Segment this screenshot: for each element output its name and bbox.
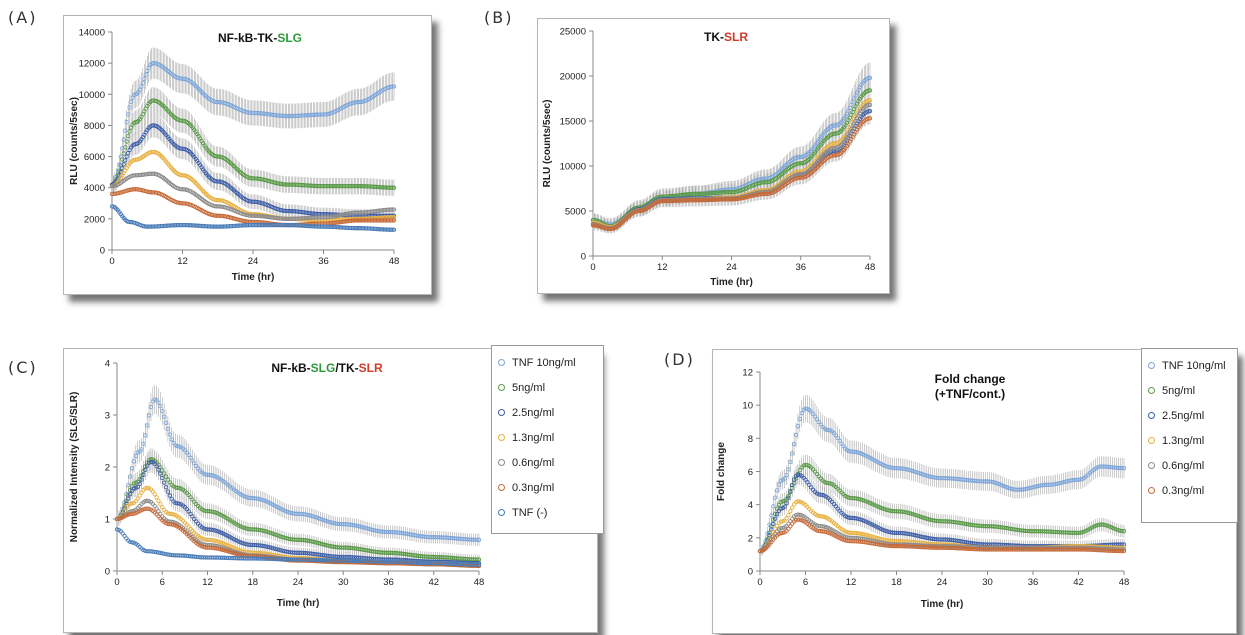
y-axis-title: RLU (counts/5sec): [69, 97, 80, 185]
y-tick-label: 3: [105, 411, 110, 422]
y-axis-title: RLU (counts/5sec): [542, 100, 553, 188]
x-tick-label: 0: [109, 256, 114, 267]
error-bars-a: [112, 48, 394, 223]
y-tick-label: 4: [105, 359, 110, 370]
x-tick-label: 48: [474, 577, 485, 588]
x-tick-label: 36: [318, 256, 329, 267]
y-tick-label: 20000: [560, 72, 586, 83]
chart-panel-a: 0 12 24 36 48 0 2000 4000 6000 8000 10000 12000 1400…: [63, 15, 432, 295]
chart-b-svg: 0 12 24 36 48 0 5000 10000 15000 20000 25000 Time (…: [538, 19, 891, 295]
y-tick-label: 4000: [84, 183, 105, 194]
y-axis-title: Normalized Intensity (SLG/SLR): [69, 392, 80, 543]
x-tick-label: 12: [657, 262, 668, 273]
x-tick-label: 30: [338, 577, 349, 588]
x-tick-label: 36: [795, 262, 806, 273]
y-tick-label: 10000: [79, 90, 105, 101]
chart-a-svg: 0 12 24 36 48 0 2000 4000 6000 8000 10000 12000 1400…: [64, 16, 433, 296]
panel-label-c: (C): [8, 358, 38, 377]
y-tick-label: 0: [100, 246, 105, 257]
y-tick-label: 25000: [560, 27, 586, 38]
x-tick-label: 12: [202, 577, 213, 588]
x-axis-title: Time (hr): [232, 272, 275, 283]
x-axis-title: Time (hr): [277, 598, 320, 609]
y-tick-label: 0: [105, 567, 110, 578]
x-tick-label: 24: [726, 262, 737, 273]
y-tick-label: 10000: [560, 162, 586, 173]
panel-label-b: (B): [484, 8, 513, 27]
y-tick-label: 14000: [79, 28, 105, 39]
y-tick-label: 6000: [84, 152, 105, 163]
x-tick-label: 24: [248, 256, 259, 267]
x-tick-label: 24: [293, 577, 304, 588]
data-point: [157, 499, 160, 502]
chart-title: NF-kB-TK-SLG: [218, 31, 302, 45]
x-tick-label: 48: [865, 262, 876, 273]
y-tick-label: 0: [581, 252, 586, 263]
chart-panel-b: 0 12 24 36 48 0 5000 10000 15000 20000 25000 Time (…: [537, 18, 890, 294]
y-tick-label: 2000: [84, 214, 105, 225]
x-tick-label: 36: [383, 577, 394, 588]
chart-title: TK-SLR: [704, 30, 748, 44]
panel-label-d: (D): [664, 350, 695, 369]
x-tick-label: 0: [114, 577, 119, 588]
y-tick-label: 15000: [560, 117, 586, 128]
y-tick-label: 8000: [84, 121, 105, 132]
x-tick-label: 6: [160, 577, 165, 588]
y-tick-label: 2: [105, 463, 110, 474]
y-tick-label: 5000: [565, 207, 586, 218]
x-tick-label: 42: [428, 577, 439, 588]
x-axis-title: Time (hr): [710, 277, 753, 288]
y-tick-label: 1: [105, 515, 110, 526]
x-tick-label: 12: [177, 256, 188, 267]
y-tick-label: 12000: [79, 59, 105, 70]
panel-label-a: (A): [8, 8, 37, 27]
data-point: [155, 496, 158, 499]
x-tick-label: 48: [389, 256, 400, 267]
x-tick-label: 18: [247, 577, 258, 588]
chart-title: NF-kB-SLG/TK-SLR: [271, 361, 383, 375]
x-tick-label: 0: [590, 262, 595, 273]
